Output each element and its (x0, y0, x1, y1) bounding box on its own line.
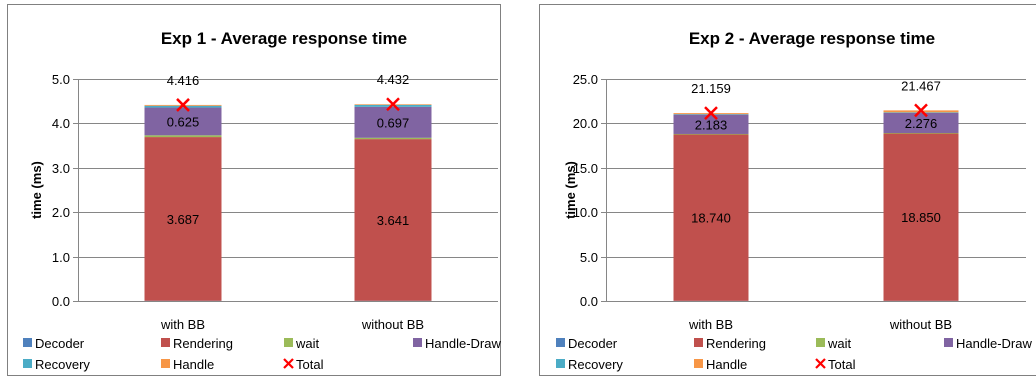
total-label: 21.467 (901, 78, 941, 93)
x-tick-label: without BB (889, 317, 952, 332)
bar-segment-wait (144, 135, 222, 138)
bar-segment-rendering (883, 133, 959, 301)
legend-item-wait: wait (816, 336, 852, 351)
y-tick-label: 1.0 (52, 250, 70, 265)
legend-label: Total (296, 357, 324, 372)
legend-item-total: Total (283, 357, 324, 372)
data-label: 3.687 (167, 212, 200, 227)
legend-item-recovery: Recovery (23, 357, 90, 372)
bar-segment-wait (883, 132, 959, 134)
chart-title: Exp 2 - Average response time (689, 29, 935, 48)
legend-label: Rendering (706, 336, 766, 351)
legend-marker (815, 358, 826, 369)
legend-label: Recovery (568, 357, 623, 372)
y-tick-label: 15.0 (573, 161, 598, 176)
legend-item-handle: Handle (694, 357, 747, 372)
legend-item-decoder: Decoder (556, 336, 618, 351)
legend-item-rendering: Rendering (161, 336, 233, 351)
legend-label: Decoder (35, 336, 85, 351)
x-tick-label: with BB (688, 317, 733, 332)
legend-item-handle-draw: Handle-Draw (944, 336, 1032, 351)
total-marker (176, 98, 190, 112)
total-label: 4.416 (167, 73, 200, 88)
legend-label: Handle (173, 357, 214, 372)
legend-label: Handle-Draw (956, 336, 1032, 351)
bar-segment-handle-draw (354, 106, 432, 138)
total-label: 21.159 (691, 81, 731, 96)
legend-swatch (816, 338, 825, 347)
bar-segment-recovery (883, 112, 959, 113)
bar-segment-handle-draw (144, 107, 222, 136)
legend-swatch (556, 338, 565, 347)
legend-swatch (944, 338, 953, 347)
legend-label: Decoder (568, 336, 618, 351)
data-label: 0.697 (377, 115, 410, 130)
chart-2: Exp 2 - Average response time time (ms) 0.… (539, 4, 1036, 376)
legend-item-total: Total (815, 357, 856, 372)
chart-1: Exp 1 - Average response time time (ms) 0.… (7, 4, 501, 376)
legend-swatch (161, 359, 170, 368)
legend: Decoder Rendering wait Handle-Draw Recovery H… (556, 336, 1032, 372)
legend-label: Rendering (173, 336, 233, 351)
total-label: 4.432 (377, 72, 410, 87)
legend-item-handle: Handle (161, 357, 214, 372)
bar-segment-rendering (354, 139, 432, 301)
data-label: 2.276 (905, 116, 938, 131)
legend-label: Handle (706, 357, 747, 372)
bar-segment-wait (354, 137, 432, 140)
y-tick-label: 3.0 (52, 161, 70, 176)
x-tick-label: with BB (160, 317, 205, 332)
total-marker (704, 106, 718, 120)
bar-segment-rendering (144, 137, 222, 301)
y-axis-label: time (ms) (29, 161, 44, 219)
data-label: 3.641 (377, 213, 410, 228)
bar-segment-wait (673, 133, 749, 135)
legend-swatch (284, 338, 293, 347)
x-tick-label: without BB (361, 317, 424, 332)
legend-item-rendering: Rendering (694, 336, 766, 351)
y-tick-label: 5.0 (580, 250, 598, 265)
legend-swatch (694, 359, 703, 368)
total-marker (386, 97, 400, 112)
total-marker (914, 103, 928, 118)
y-tick-label: 5.0 (52, 72, 70, 87)
y-tick-label: 0.0 (52, 294, 70, 309)
data-label: 18.740 (691, 211, 731, 226)
legend-item-decoder: Decoder (23, 336, 85, 351)
y-tick-label: 25.0 (573, 72, 598, 87)
bar-segment-handle-draw (673, 114, 749, 134)
y-tick-label: 0.0 (580, 294, 598, 309)
legend-swatch (23, 338, 32, 347)
legend-item-handle-draw: Handle-Draw (413, 336, 501, 351)
y-tick-label: 4.0 (52, 116, 70, 131)
legend-label: wait (295, 336, 320, 351)
legend-swatch (694, 338, 703, 347)
legend-label: wait (827, 336, 852, 351)
data-label: 18.850 (901, 210, 941, 225)
data-label: 2.183 (695, 117, 728, 132)
legend-marker (283, 358, 294, 369)
y-tick-label: 2.0 (52, 205, 70, 220)
legend-swatch (23, 359, 32, 368)
legend-item-wait: wait (284, 336, 320, 351)
bar-segment-rendering (673, 134, 749, 301)
bar-segment-handle-draw (883, 112, 959, 133)
legend-item-recovery: Recovery (556, 357, 623, 372)
y-axis-label: time (ms) (563, 161, 578, 219)
legend: Decoder Rendering wait Handle-Draw Recovery H… (23, 336, 501, 372)
legend-swatch (413, 338, 422, 347)
legend-label: Total (828, 357, 856, 372)
legend-swatch (556, 359, 565, 368)
y-tick-label: 10.0 (573, 205, 598, 220)
legend-swatch (161, 338, 170, 347)
chart-title: Exp 1 - Average response time (161, 29, 407, 48)
legend-label: Handle-Draw (425, 336, 501, 351)
y-tick-label: 20.0 (573, 116, 598, 131)
data-label: 0.625 (167, 114, 200, 129)
chart-frame (539, 4, 1036, 376)
legend-label: Recovery (35, 357, 90, 372)
